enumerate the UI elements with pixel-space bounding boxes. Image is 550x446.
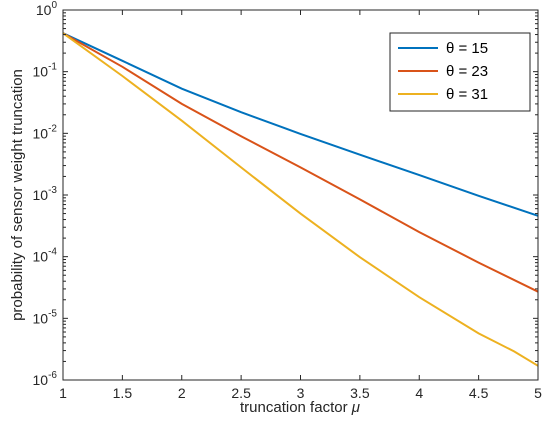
series-line-1 [62,32,539,217]
x-axis-symbol: μ [351,399,360,416]
y-tick-label: 10-4 [33,247,58,265]
legend: θ = 15 θ = 23 θ = 31 [389,32,531,112]
legend-label-1: θ = 15 [446,40,488,57]
x-axis-label: truncation factor μ [240,399,360,416]
series-lines [62,32,539,367]
x-axis-ticks: 1 1.5 2 2.5 3 3.5 4 4.5 5 [59,10,542,401]
y-tick-label: 100 [36,0,58,18]
x-tick-label: 2.5 [231,385,251,401]
x-tick-label: 5 [534,385,542,401]
series-line-2 [62,32,539,293]
y-axis-label: probability of sensor weight truncation [9,69,26,321]
y-tick-label: 10-6 [33,370,58,388]
x-tick-label: 1 [59,385,67,401]
series-line-3 [62,32,539,367]
plot-frame [62,9,539,381]
legend-label-3: θ = 31 [446,86,488,103]
x-tick-label: 3 [297,385,305,401]
y-tick-label: 10-3 [33,185,58,203]
x-tick-label: 3.5 [350,385,370,401]
y-tick-label: 10-5 [33,308,58,326]
x-tick-label: 4 [415,385,423,401]
y-tick-label: 10-2 [33,123,58,141]
x-tick-label: 1.5 [113,385,133,401]
x-tick-label: 4.5 [469,385,489,401]
x-tick-label: 2 [178,385,186,401]
legend-label-2: θ = 23 [446,63,488,80]
y-tick-label: 10-1 [33,62,58,80]
